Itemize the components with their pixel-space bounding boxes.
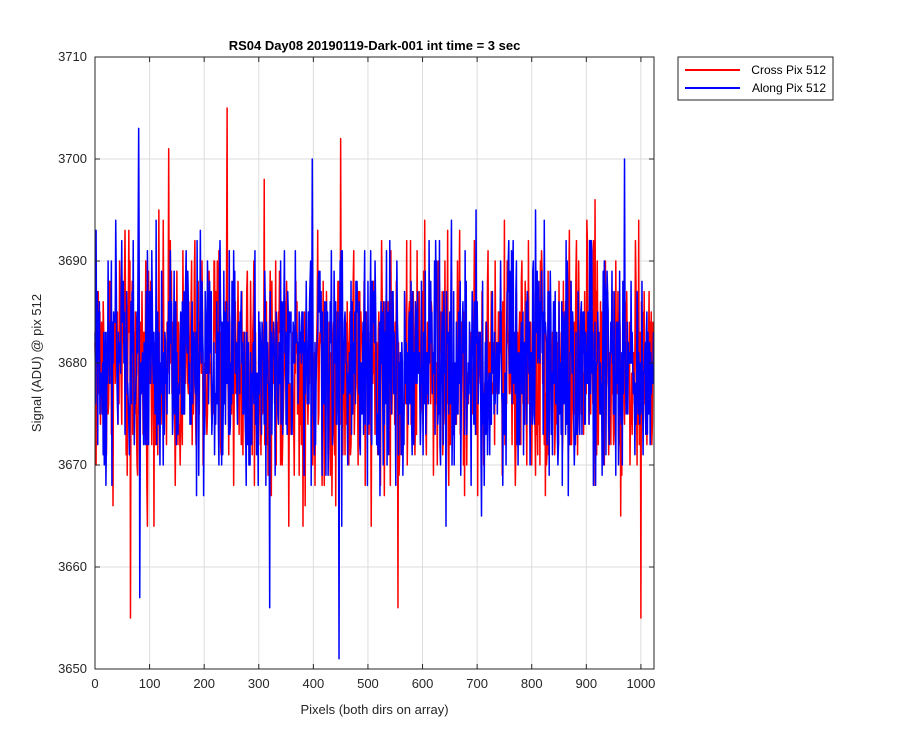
y-tick-label: 3650 [58, 661, 87, 676]
x-tick-label: 1000 [626, 676, 655, 691]
y-tick-label: 3670 [58, 457, 87, 472]
legend-box [677, 56, 834, 101]
x-tick-label: 400 [303, 676, 325, 691]
y-tick-label: 3700 [58, 151, 87, 166]
x-tick-label: 100 [139, 676, 161, 691]
x-tick-label: 600 [412, 676, 434, 691]
axis-ticks: 0 100 200 300 400 500 600 700 800 900 1000 3650 3660… [58, 49, 655, 691]
x-tick-label: 900 [575, 676, 597, 691]
x-axis-label: Pixels (both dirs on array) [300, 702, 448, 717]
y-axis-label: Signal (ADU) @ pix 512 [29, 294, 44, 432]
x-tick-label: 800 [521, 676, 543, 691]
x-tick-label: 200 [193, 676, 215, 691]
series-lines [94, 107, 655, 660]
chart-title: RS04 Day08 20190119-Dark-001 int time = … [229, 38, 521, 53]
x-tick-label: 500 [357, 676, 379, 691]
legend: Cross Pix 512 Along Pix 512 [677, 56, 834, 101]
legend-label-along: Along Pix 512 [752, 81, 826, 95]
series-line-1 [94, 127, 655, 660]
y-tick-label: 3690 [58, 253, 87, 268]
x-tick-label: 700 [466, 676, 488, 691]
y-tick-label: 3660 [58, 559, 87, 574]
legend-label-cross: Cross Pix 512 [751, 63, 826, 77]
x-tick-label: 300 [248, 676, 270, 691]
x-tick-label: 0 [91, 676, 98, 691]
y-tick-label: 3680 [58, 355, 87, 370]
y-tick-label: 3710 [58, 49, 87, 64]
